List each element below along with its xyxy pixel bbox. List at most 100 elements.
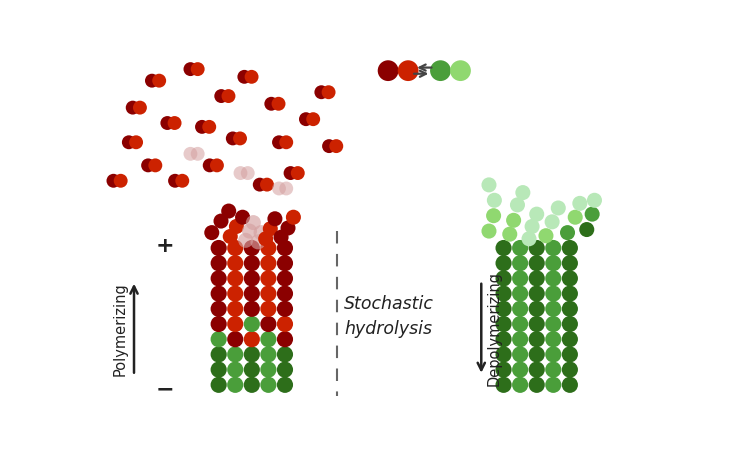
Circle shape <box>284 167 298 181</box>
Circle shape <box>528 377 545 393</box>
Circle shape <box>528 256 545 272</box>
Circle shape <box>545 301 562 317</box>
Circle shape <box>244 362 260 378</box>
Circle shape <box>260 347 276 363</box>
Circle shape <box>227 331 243 348</box>
Circle shape <box>235 210 250 225</box>
Circle shape <box>495 240 511 257</box>
Circle shape <box>227 271 243 287</box>
Circle shape <box>203 159 217 173</box>
Circle shape <box>260 301 276 317</box>
Circle shape <box>545 347 562 363</box>
Circle shape <box>222 90 235 104</box>
Circle shape <box>539 229 553 244</box>
Circle shape <box>191 147 205 162</box>
Circle shape <box>562 286 578 302</box>
Circle shape <box>512 331 528 348</box>
Circle shape <box>142 159 155 173</box>
Circle shape <box>145 75 159 88</box>
Circle shape <box>545 331 562 348</box>
Circle shape <box>260 256 276 272</box>
Circle shape <box>481 178 497 193</box>
Circle shape <box>245 71 259 85</box>
Circle shape <box>495 256 511 272</box>
Circle shape <box>211 240 227 257</box>
Circle shape <box>528 286 545 302</box>
Circle shape <box>167 117 181 131</box>
Circle shape <box>244 331 260 348</box>
Circle shape <box>202 121 216 135</box>
Circle shape <box>562 316 578 332</box>
Circle shape <box>211 347 227 363</box>
Circle shape <box>253 178 267 192</box>
Circle shape <box>272 182 286 196</box>
Circle shape <box>495 271 511 287</box>
Circle shape <box>495 377 511 393</box>
Circle shape <box>126 101 139 115</box>
Circle shape <box>195 121 209 135</box>
Circle shape <box>246 216 261 231</box>
Circle shape <box>506 213 521 228</box>
Circle shape <box>512 286 528 302</box>
Circle shape <box>237 71 251 85</box>
Circle shape <box>545 240 562 257</box>
Circle shape <box>191 63 205 77</box>
Circle shape <box>522 232 537 247</box>
Circle shape <box>265 98 279 111</box>
Circle shape <box>211 316 227 332</box>
Circle shape <box>512 316 528 332</box>
Circle shape <box>277 301 293 317</box>
Circle shape <box>244 377 260 393</box>
Circle shape <box>244 271 260 287</box>
Circle shape <box>562 256 578 272</box>
Circle shape <box>277 331 293 348</box>
Circle shape <box>260 331 276 348</box>
Circle shape <box>223 229 238 244</box>
Circle shape <box>273 230 289 245</box>
Circle shape <box>495 301 511 317</box>
Circle shape <box>528 347 545 363</box>
Circle shape <box>210 159 224 173</box>
Circle shape <box>545 286 562 302</box>
Circle shape <box>545 316 562 332</box>
Circle shape <box>277 347 293 363</box>
Circle shape <box>560 226 575 241</box>
Circle shape <box>277 286 293 302</box>
Circle shape <box>244 316 260 332</box>
Circle shape <box>512 362 528 378</box>
Circle shape <box>551 201 566 216</box>
Circle shape <box>211 301 227 317</box>
Circle shape <box>495 331 511 348</box>
Circle shape <box>486 209 501 224</box>
Circle shape <box>277 256 293 272</box>
Circle shape <box>227 377 243 393</box>
Circle shape <box>528 362 545 378</box>
Circle shape <box>227 301 243 317</box>
Circle shape <box>122 136 136 150</box>
Circle shape <box>562 331 578 348</box>
Circle shape <box>579 222 594 238</box>
Circle shape <box>214 214 228 229</box>
Circle shape <box>260 271 276 287</box>
Circle shape <box>238 233 254 248</box>
Circle shape <box>450 61 471 82</box>
Circle shape <box>487 193 502 208</box>
Circle shape <box>528 316 545 332</box>
Circle shape <box>277 316 293 332</box>
Circle shape <box>227 256 243 272</box>
Circle shape <box>545 271 562 287</box>
Circle shape <box>260 178 274 192</box>
Circle shape <box>227 347 243 363</box>
Circle shape <box>260 240 276 257</box>
Circle shape <box>512 377 528 393</box>
Circle shape <box>512 271 528 287</box>
Circle shape <box>161 117 175 131</box>
Circle shape <box>229 219 244 234</box>
Circle shape <box>529 207 544 222</box>
Circle shape <box>221 204 237 219</box>
Circle shape <box>495 347 511 363</box>
Circle shape <box>573 197 587 212</box>
Circle shape <box>510 198 525 213</box>
Circle shape <box>227 286 243 302</box>
Circle shape <box>545 362 562 378</box>
